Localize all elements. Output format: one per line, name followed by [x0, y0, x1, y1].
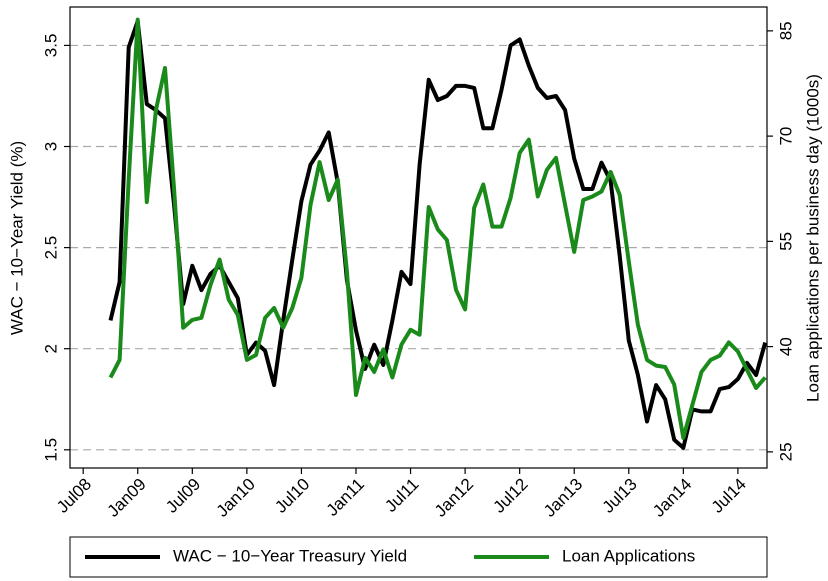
legend-label: WAC − 10−Year Treasury Yield [173, 546, 407, 565]
legend-label: Loan Applications [562, 546, 695, 565]
x-tick-label: Jul14 [708, 475, 750, 517]
y-tick-label: 1.5 [41, 438, 60, 462]
x-tick-label: Jul13 [599, 475, 641, 517]
y-tick-label: 2 [41, 344, 60, 353]
x-tick-label: Jul10 [271, 475, 313, 517]
y2-axis-title: Loan applications per business day (1000… [803, 74, 822, 402]
plot-frame [69, 6, 768, 469]
x-tick-label: Jul08 [53, 475, 95, 517]
y2-tick-label: 40 [776, 337, 795, 356]
y2-tick-label: 55 [776, 232, 795, 251]
data-line [108, 19, 768, 450]
y2-tick-label: 70 [776, 127, 795, 146]
x-tick-label: Jul09 [162, 475, 204, 517]
y-tick-label: 3 [41, 142, 60, 151]
legend-box [69, 536, 768, 578]
data-line [108, 17, 767, 440]
y-tick-label: 2.5 [41, 236, 60, 260]
x-tick-label: Jan09 [104, 475, 150, 521]
y2-tick-label: 85 [776, 21, 795, 40]
y-axis-title: WAC − 10−Year Yield (%) [7, 141, 26, 335]
x-tick-label: Jan11 [323, 475, 368, 520]
x-tick-label: Jul11 [381, 475, 422, 516]
y2-tick-label: 25 [776, 442, 795, 461]
x-tick-label: Jan14 [649, 475, 695, 521]
x-tick-label: Jan10 [213, 475, 259, 521]
y-tick-label: 3.5 [41, 34, 60, 58]
x-tick-label: Jan13 [540, 475, 586, 521]
x-tick-label: Jul12 [489, 475, 531, 517]
x-tick-label: Jan12 [431, 475, 477, 521]
